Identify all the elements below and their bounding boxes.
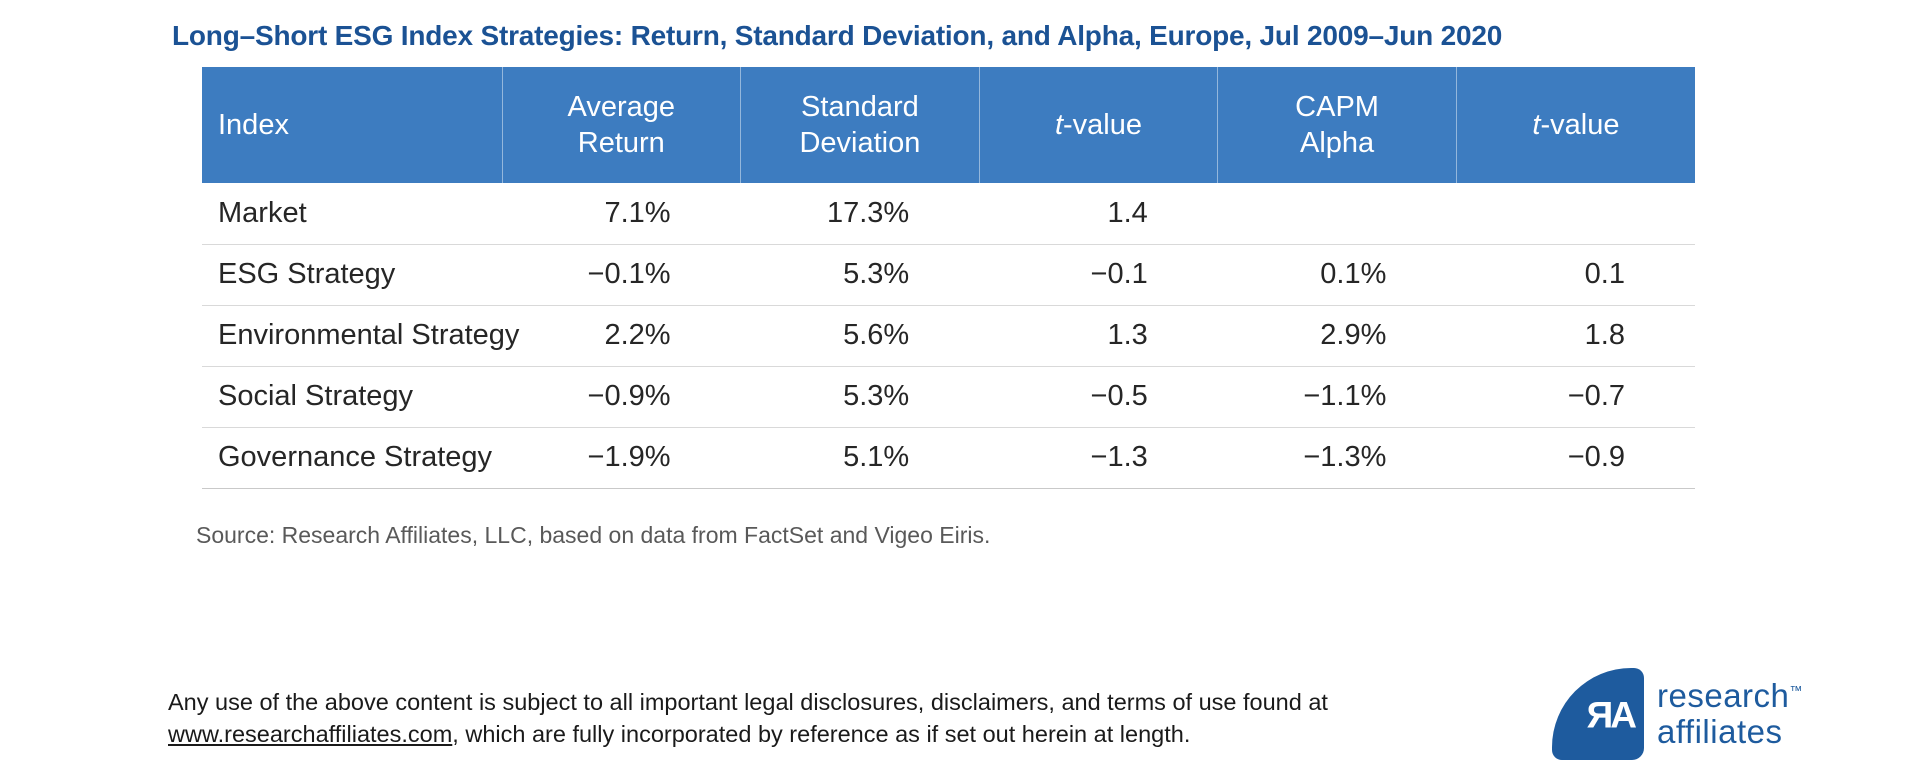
cell-t-value-return: 1.3 [979,305,1218,367]
disclaimer-line2: , which are fully incorporated by refere… [452,721,1191,748]
cell-t-value-return: −0.5 [979,366,1218,428]
cell-index: Environmental Strategy [202,305,519,367]
table-row-market: Market 7.1% 17.3% 1.4 [202,183,1695,245]
column-header-t-value-return: t-value [978,67,1218,183]
cell-capm-alpha: 2.9% [1217,305,1457,367]
column-header-t-value-alpha: t-value [1455,67,1695,183]
cell-average-return: −0.9% [502,366,741,428]
column-header-standard-deviation: Standard Deviation [740,67,980,183]
column-header-label: Index [218,108,289,141]
trademark-symbol: ™ [1789,683,1803,699]
cell-t-value-alpha [1456,183,1695,245]
table-row-governance-strategy: Governance Strategy −1.9% 5.1% −1.3 −1.3… [202,427,1695,489]
column-header-label: Return [577,127,665,159]
exhibit-title: Long–Short ESG Index Strategies: Return,… [172,20,1503,51]
cell-average-return: −0.1% [502,244,741,306]
column-header-label: CAPM [1295,90,1379,123]
logo-wordmark: research™ affiliates [1657,678,1803,749]
cell-standard-deviation: 5.1% [740,427,980,489]
table-body: Market 7.1% 17.3% 1.4 ESG Strategy −0.1%… [202,183,1695,489]
cell-index: Governance Strategy [202,427,502,489]
research-affiliates-logo: ЯA research™ affiliates [1552,668,1803,760]
researchaffiliates-link[interactable]: www.researchaffiliates.com [168,721,453,748]
cell-capm-alpha: 0.1% [1217,244,1457,306]
source-note: Source: Research Affiliates, LLC, based … [196,522,991,548]
table-row-environmental-strategy: Environmental Strategy 2.2% 5.6% 1.3 2.9… [202,305,1695,367]
column-header-label: Deviation [799,127,921,159]
cell-t-value-return: −1.3 [979,427,1218,489]
cell-capm-alpha: −1.3% [1217,427,1457,489]
column-header-average-return: Average Return [501,67,741,183]
cell-t-value-return: 1.4 [979,183,1218,245]
logo-word-research: research [1657,677,1790,715]
cell-t-value-alpha: −0.9 [1456,427,1695,489]
cell-average-return: 2.2% [502,305,741,367]
column-header-label: Standard [801,90,919,123]
cell-capm-alpha: −1.1% [1217,366,1457,428]
cell-t-value-alpha: 0.1 [1456,244,1695,306]
header-row: Index Average Return Standard Deviation … [202,67,1695,183]
ra-monogram: ЯA [1586,694,1637,736]
column-header-index: Index [202,67,502,183]
cell-standard-deviation: 5.3% [740,366,980,428]
cell-t-value-alpha: −0.7 [1456,366,1695,428]
table-row-social-strategy: Social Strategy −0.9% 5.3% −0.5 −1.1% −0… [202,366,1695,428]
cell-index: Market [202,183,502,245]
cell-average-return: 7.1% [502,183,741,245]
disclaimer-line1: Any use of the above content is subject … [168,689,1328,715]
ra-logo-mark-icon: ЯA [1552,668,1644,760]
column-header-label: -value [1540,108,1620,141]
cell-index: ESG Strategy [202,244,502,306]
cell-standard-deviation: 5.3% [740,244,980,306]
column-header-label: t [1054,108,1064,141]
cell-t-value-return: −0.1 [979,244,1218,306]
cell-average-return: −1.9% [502,427,741,489]
cell-t-value-alpha: 1.8 [1456,305,1695,367]
esg-strategies-table: Index Average Return Standard Deviation … [202,67,1695,489]
cell-index: Social Strategy [202,366,502,428]
cell-capm-alpha [1217,183,1457,245]
table-header: Index Average Return Standard Deviation … [202,67,1695,183]
column-header-label: t [1532,108,1541,141]
column-header-label: Average [567,90,676,123]
column-header-label: Alpha [1299,127,1375,159]
table-row-esg-strategy: ESG Strategy −0.1% 5.3% −0.1 0.1% 0.1 [202,244,1695,306]
column-header-capm-alpha: CAPM Alpha [1217,67,1457,183]
logo-word-affiliates: affiliates [1657,713,1783,750]
cell-standard-deviation: 17.3% [740,183,980,245]
legal-disclaimer: Any use of the above content is subject … [168,686,1328,751]
cell-standard-deviation: 5.6% [740,305,980,367]
column-header-label: -value [1063,108,1143,141]
